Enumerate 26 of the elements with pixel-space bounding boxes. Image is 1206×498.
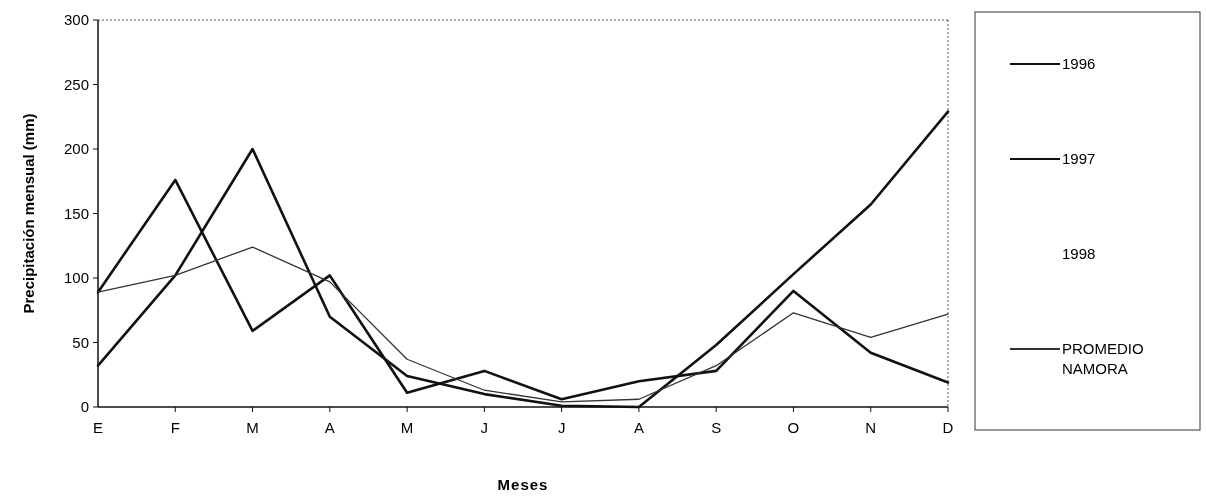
x-tick-label: E <box>92 419 104 436</box>
y-tick-label: 150 <box>63 204 89 222</box>
y-tick-label: 300 <box>63 11 89 29</box>
x-tick-label: A <box>633 419 644 436</box>
x-tick-label: M <box>246 419 259 436</box>
y-tick-label: 100 <box>63 269 89 287</box>
legend-label: 1996 <box>1062 55 1096 73</box>
text: 1998 <box>1062 245 1096 263</box>
y-tick-label: 0 <box>80 398 89 416</box>
x-axis-title: Meses <box>497 476 549 493</box>
x-tick-label: J <box>557 419 566 436</box>
legend-label: PROMEDIO NAMORA <box>1062 340 1144 377</box>
x-tick-label: D <box>942 419 954 436</box>
y-tick-label: 200 <box>63 140 89 158</box>
x-tick-label: O <box>787 419 800 436</box>
legend-label: 1997 <box>1062 150 1096 168</box>
x-tick-label: M <box>400 419 414 436</box>
y-tick-label: 250 <box>63 75 89 93</box>
y-axis-title: Precipitación mensual (mm) <box>20 113 37 314</box>
line-series <box>97 246 949 403</box>
y-tick-label: 50 <box>72 333 89 351</box>
x-tick-label: S <box>711 419 722 436</box>
x-tick-label: F <box>170 419 180 436</box>
x-tick-label: J <box>480 419 489 436</box>
x-tick-label: A <box>324 419 335 436</box>
x-tick-label: N <box>865 419 877 436</box>
